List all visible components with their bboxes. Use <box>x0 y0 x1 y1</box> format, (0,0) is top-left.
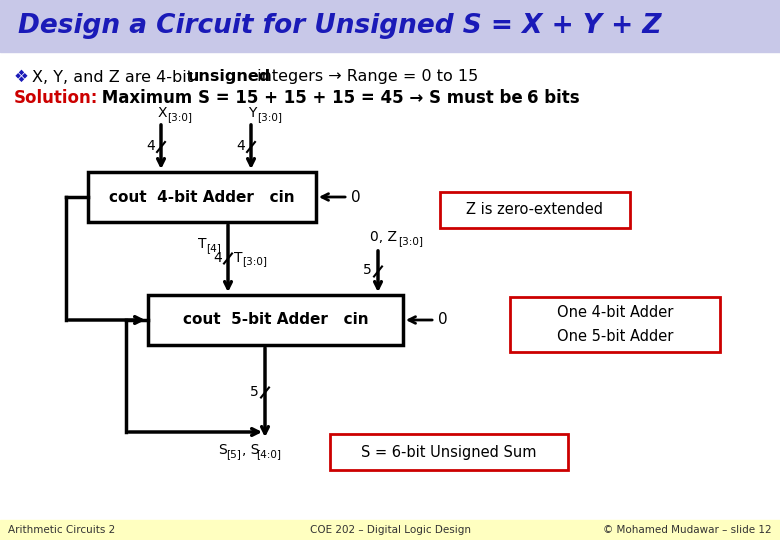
Text: 6 bits: 6 bits <box>527 89 580 107</box>
Text: 0, Z: 0, Z <box>370 230 397 244</box>
Text: [3:0]: [3:0] <box>242 256 267 267</box>
Text: Y: Y <box>248 106 257 120</box>
Text: [3:0]: [3:0] <box>398 236 423 246</box>
Text: cout  5-bit Adder   cin: cout 5-bit Adder cin <box>183 313 368 327</box>
Text: integers → Range = 0 to 15: integers → Range = 0 to 15 <box>252 70 478 84</box>
Text: [3:0]: [3:0] <box>167 112 192 122</box>
Bar <box>330 434 568 470</box>
Text: [4:0]: [4:0] <box>256 449 281 459</box>
Bar <box>148 295 403 345</box>
Text: T: T <box>234 251 243 265</box>
Text: © Mohamed Mudawar – slide 12: © Mohamed Mudawar – slide 12 <box>604 525 772 535</box>
Text: Maximum S = 15 + 15 + 15 = 45 → S must be: Maximum S = 15 + 15 + 15 = 45 → S must b… <box>96 89 529 107</box>
Text: 0: 0 <box>438 313 448 327</box>
Text: 4: 4 <box>147 139 155 153</box>
Text: [4]: [4] <box>206 244 221 253</box>
Bar <box>510 297 720 352</box>
Text: , S: , S <box>242 443 260 457</box>
Text: cout  4-bit Adder   cin: cout 4-bit Adder cin <box>109 190 295 205</box>
Text: Z is zero-extended: Z is zero-extended <box>466 202 604 218</box>
Text: 5: 5 <box>363 264 372 278</box>
Bar <box>0 0 780 52</box>
Text: Solution:: Solution: <box>14 89 98 107</box>
Bar <box>0 520 780 540</box>
Text: X, Y, and Z are 4-bit: X, Y, and Z are 4-bit <box>32 70 198 84</box>
Text: T: T <box>198 238 207 252</box>
Bar <box>88 172 316 222</box>
Text: 5: 5 <box>250 384 259 399</box>
Text: Arithmetic Circuits 2: Arithmetic Circuits 2 <box>8 525 115 535</box>
Text: S = 6-bit Unsigned Sum: S = 6-bit Unsigned Sum <box>361 444 537 460</box>
Text: COE 202 – Digital Logic Design: COE 202 – Digital Logic Design <box>310 525 470 535</box>
Bar <box>440 192 630 228</box>
Text: 4: 4 <box>236 139 245 153</box>
Text: 4: 4 <box>213 251 222 265</box>
Text: 0: 0 <box>351 190 360 205</box>
Text: [3:0]: [3:0] <box>257 112 282 122</box>
Text: unsigned: unsigned <box>188 70 271 84</box>
Text: X: X <box>158 106 168 120</box>
Text: One 4-bit Adder
One 5-bit Adder: One 4-bit Adder One 5-bit Adder <box>557 305 673 345</box>
Text: Design a Circuit for Unsigned S = X + Y + Z: Design a Circuit for Unsigned S = X + Y … <box>18 13 661 39</box>
Text: S: S <box>218 443 227 457</box>
Text: ❖: ❖ <box>14 68 29 86</box>
Text: [5]: [5] <box>226 449 241 459</box>
